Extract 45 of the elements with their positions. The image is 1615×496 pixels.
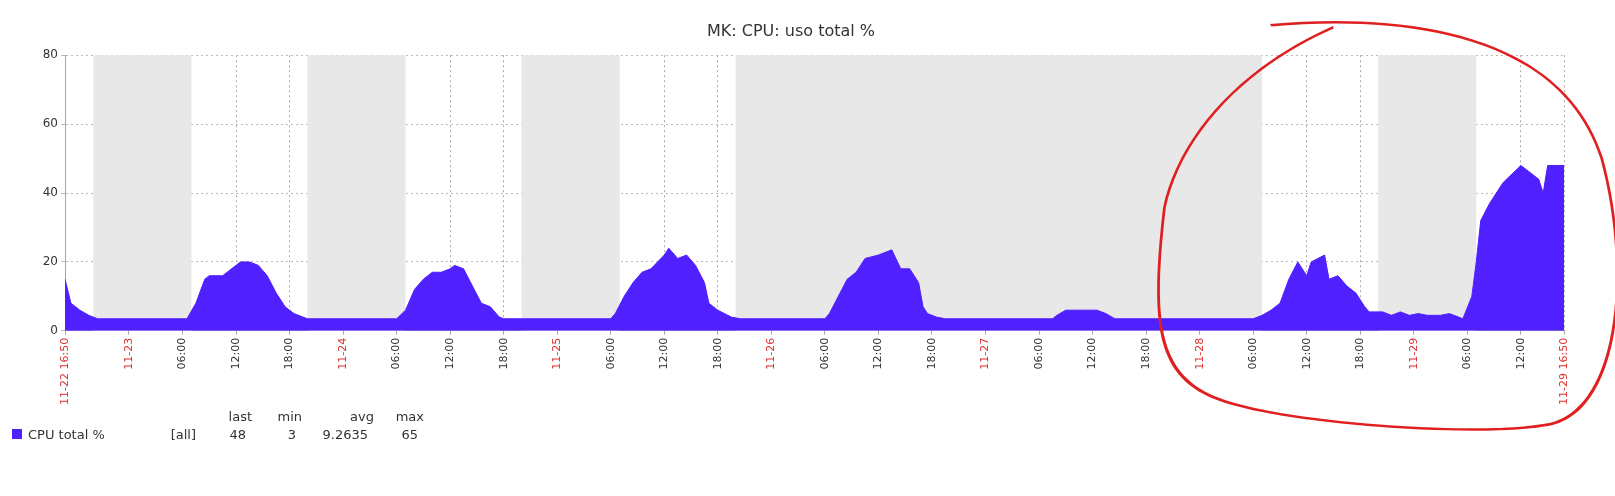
x-tick-label: 12:00 [443, 337, 457, 370]
x-tick-label: 06:00 [817, 337, 831, 370]
x-tick-label: 12:00 [1085, 337, 1099, 370]
text: avg [349, 408, 374, 426]
chart-title: MK: CPU: uso total % [706, 20, 876, 40]
text: 48 [228, 426, 246, 444]
x-tick-label: 06:00 [175, 337, 189, 370]
x-tick-label: 18:00 [710, 337, 724, 370]
y-tick-label: 20 [42, 254, 58, 269]
x-tick-label: 12:00 [228, 337, 242, 370]
x-tick-label: 18:00 [496, 337, 510, 370]
x-tick-label: 06:00 [1460, 337, 1474, 370]
x-tick-label: 11-22 16:50 [57, 337, 71, 406]
text: [all] [169, 426, 196, 444]
x-tick-label: 18:00 [1353, 337, 1367, 370]
x-tick-label: 11-27 [978, 337, 992, 370]
x-tick-label: 12:00 [1513, 337, 1527, 370]
legend-label: CPU total % [28, 426, 106, 444]
x-tick-label: 11-28 [1192, 337, 1206, 370]
x-tick-label: 06:00 [389, 337, 403, 370]
x-tick-label: 18:00 [1138, 337, 1152, 370]
x-tick-label: 06:00 [603, 337, 617, 370]
x-tick-label: 11-29 [1406, 337, 1420, 370]
x-tick-label: 11-25 [550, 337, 564, 370]
text: max [394, 408, 424, 426]
text: min [276, 408, 302, 426]
y-tick-label: 40 [42, 185, 58, 200]
x-tick-label: 12:00 [871, 337, 885, 370]
y-tick-label: 60 [42, 116, 58, 131]
x-tick-label: 11-29 16:50 [1556, 337, 1570, 406]
text: 3 [286, 426, 296, 444]
x-tick-label: 18:00 [924, 337, 938, 370]
text: last [227, 408, 252, 426]
x-tick-label: 11-26 [764, 337, 778, 370]
x-tick-label: 06:00 [1246, 337, 1260, 370]
text: 9.2635 [321, 426, 368, 444]
x-tick-label: 11-23 [121, 337, 135, 370]
x-tick-label: 06:00 [1031, 337, 1045, 370]
x-tick-label: 12:00 [1299, 337, 1313, 370]
y-tick-label: 0 [50, 322, 58, 337]
x-tick-label: 11-24 [335, 337, 349, 370]
y-tick-label: 80 [42, 47, 58, 62]
x-tick-label: 12:00 [657, 337, 671, 370]
x-tick-label: 18:00 [282, 337, 296, 370]
text: 65 [400, 426, 418, 444]
